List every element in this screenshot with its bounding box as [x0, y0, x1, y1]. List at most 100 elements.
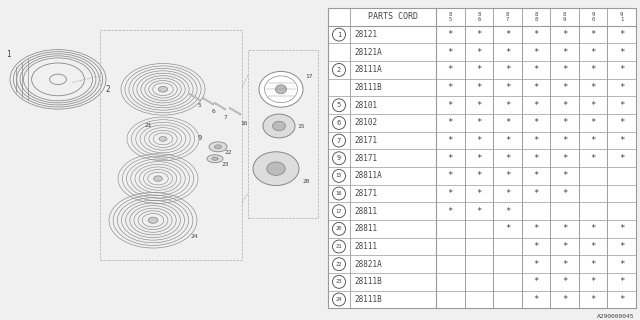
Text: *: * [447, 48, 453, 57]
Text: 8
7: 8 7 [506, 12, 509, 21]
Text: *: * [505, 189, 510, 198]
Ellipse shape [273, 121, 285, 131]
Text: *: * [476, 189, 481, 198]
Text: *: * [505, 136, 510, 145]
Ellipse shape [253, 152, 299, 186]
Text: *: * [447, 118, 453, 127]
Text: *: * [505, 66, 510, 75]
Text: *: * [476, 83, 481, 92]
Text: *: * [476, 101, 481, 110]
Text: *: * [562, 260, 567, 269]
Text: *: * [591, 48, 596, 57]
Text: 15: 15 [336, 173, 342, 178]
Text: 16: 16 [336, 191, 342, 196]
Text: 17: 17 [336, 209, 342, 214]
Ellipse shape [154, 176, 163, 181]
Text: *: * [533, 242, 539, 251]
Text: *: * [619, 48, 625, 57]
Text: *: * [447, 207, 453, 216]
Text: *: * [591, 295, 596, 304]
Text: 28171: 28171 [354, 189, 377, 198]
Text: *: * [505, 154, 510, 163]
Text: *: * [533, 260, 539, 269]
Text: *: * [591, 30, 596, 39]
Text: *: * [562, 101, 567, 110]
Text: *: * [619, 260, 625, 269]
Text: 28811: 28811 [354, 207, 377, 216]
Ellipse shape [212, 157, 218, 160]
Text: 20: 20 [302, 179, 310, 184]
Text: 28121: 28121 [354, 30, 377, 39]
Text: *: * [591, 66, 596, 75]
Text: 28821A: 28821A [354, 260, 381, 269]
Ellipse shape [148, 217, 158, 223]
Text: *: * [533, 224, 539, 233]
Text: *: * [447, 189, 453, 198]
Text: *: * [619, 154, 625, 163]
Text: *: * [562, 242, 567, 251]
Text: *: * [562, 189, 567, 198]
Text: 9: 9 [198, 135, 202, 141]
Text: *: * [619, 101, 625, 110]
Text: 22: 22 [224, 150, 232, 155]
Text: 21: 21 [336, 244, 342, 249]
Text: *: * [562, 66, 567, 75]
Text: 9
0: 9 0 [591, 12, 595, 21]
Text: *: * [476, 118, 481, 127]
Text: *: * [533, 295, 539, 304]
Text: *: * [562, 154, 567, 163]
Text: 17: 17 [305, 74, 312, 79]
Ellipse shape [209, 142, 227, 152]
Text: *: * [533, 118, 539, 127]
Text: 6: 6 [337, 120, 341, 126]
Text: 23: 23 [336, 279, 342, 284]
Text: *: * [562, 48, 567, 57]
Text: *: * [447, 172, 453, 180]
Text: 28171: 28171 [354, 154, 377, 163]
Text: *: * [562, 172, 567, 180]
Text: 5: 5 [337, 102, 341, 108]
Text: *: * [562, 136, 567, 145]
Text: 20: 20 [336, 226, 342, 231]
Text: 28171: 28171 [354, 136, 377, 145]
Bar [328, 8, 636, 308]
Text: *: * [619, 30, 625, 39]
Text: *: * [447, 83, 453, 92]
Text: 22: 22 [336, 262, 342, 267]
Text: 28102: 28102 [354, 118, 377, 127]
Text: *: * [562, 118, 567, 127]
Text: *: * [447, 66, 453, 75]
Text: *: * [447, 154, 453, 163]
Text: 1: 1 [337, 32, 341, 38]
Text: *: * [505, 30, 510, 39]
Text: 24: 24 [190, 234, 198, 239]
Text: 8
8: 8 8 [534, 12, 538, 21]
Text: 28811: 28811 [354, 224, 377, 233]
Text: *: * [533, 154, 539, 163]
Text: *: * [591, 277, 596, 286]
Text: *: * [591, 83, 596, 92]
Text: *: * [505, 207, 510, 216]
Text: 8
6: 8 6 [477, 12, 481, 21]
Text: *: * [533, 277, 539, 286]
Text: 21: 21 [144, 123, 152, 127]
Text: *: * [476, 136, 481, 145]
Text: A290000045: A290000045 [596, 314, 634, 319]
Text: *: * [533, 189, 539, 198]
Ellipse shape [214, 145, 221, 149]
Text: 9: 9 [337, 155, 341, 161]
Text: *: * [476, 154, 481, 163]
Text: *: * [533, 101, 539, 110]
Text: 28811A: 28811A [354, 172, 381, 180]
Text: *: * [591, 136, 596, 145]
Text: *: * [447, 101, 453, 110]
Ellipse shape [267, 162, 285, 175]
Text: *: * [505, 172, 510, 180]
Text: 2: 2 [106, 85, 110, 94]
Text: *: * [505, 118, 510, 127]
Text: *: * [476, 172, 481, 180]
Text: *: * [619, 224, 625, 233]
Text: *: * [619, 118, 625, 127]
Text: *: * [505, 48, 510, 57]
Text: *: * [619, 295, 625, 304]
